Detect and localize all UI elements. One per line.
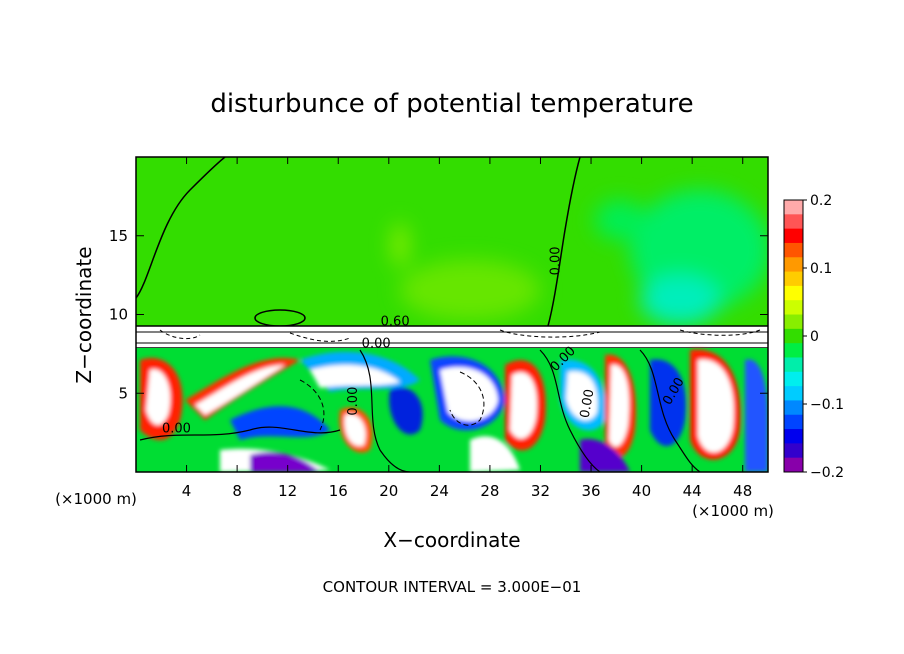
x-tick-label: 4: [182, 482, 192, 500]
contour-label: 0.00: [346, 387, 361, 416]
y-tick-label: 10: [109, 306, 128, 324]
colorbar-swatch: [784, 328, 803, 344]
x-tick-label: 40: [632, 482, 651, 500]
x-tick-label: 12: [278, 482, 297, 500]
contour-upper-right: [547, 157, 581, 327]
contour-label: 0.60: [381, 315, 410, 330]
x-unit-label-right: (×1000 m): [692, 502, 774, 520]
x-tick-label: 28: [480, 482, 499, 500]
chart-title: disturbunce of potential temperature: [210, 89, 693, 119]
colorbar-swatch: [784, 400, 803, 416]
contour-interval-footer: CONTOUR INTERVAL = 3.000E−01: [323, 578, 582, 596]
colorbar-swatch: [784, 357, 803, 373]
colorbar-swatch: [784, 371, 803, 387]
colorbar-swatch: [784, 257, 803, 273]
colorbar-swatches: [784, 200, 803, 473]
colorbar-swatch: [784, 271, 803, 287]
x-tick-label: 16: [329, 482, 348, 500]
colorbar-swatch: [784, 242, 803, 258]
contour-lower-2: [359, 349, 411, 472]
colorbar-tick-label: −0.1: [810, 397, 844, 413]
x-unit-label-left: (×1000 m): [55, 490, 137, 508]
x-tick-label: 20: [379, 482, 398, 500]
colorbar-swatch: [784, 429, 803, 444]
y-tick-label: 5: [118, 384, 128, 402]
colorbar-tick-label: −0.2: [810, 465, 844, 481]
upper-field-shading: [392, 190, 768, 325]
contour-upper-left: [136, 157, 226, 299]
x-tick-label: 32: [531, 482, 550, 500]
colorbar-swatch: [784, 314, 803, 330]
inversion-band: [136, 325, 768, 349]
contour-label: 0.00: [578, 388, 598, 419]
plot-area: 0.000.600.00 0.000.00 0.00 0.000.00: [136, 157, 768, 472]
colorbar-tick-label: 0.2: [810, 193, 832, 209]
colorbar-tick-label: 0: [810, 329, 819, 345]
colorbar-swatch: [784, 457, 803, 473]
contour-lower-4: [539, 349, 601, 472]
y-axis-label: Z−coordinate: [72, 246, 96, 383]
colorbar-ticks: 0.2 0.1 0 −0.1 −0.2: [803, 193, 844, 481]
colorbar-swatch: [784, 443, 803, 459]
x-axis-ticks: 4 8 12 16 20 24 28 32 36 40 44 48: [182, 157, 752, 500]
x-tick-label: 24: [430, 482, 449, 500]
colorbar-tick-label: 0.1: [810, 261, 832, 277]
colorbar: 0.2 0.1 0 −0.1 −0.2: [783, 193, 844, 481]
x-axis-label: X−coordinate: [383, 528, 520, 552]
contour-label: 0.00: [548, 246, 563, 275]
colorbar-swatch: [784, 285, 803, 301]
x-tick-label: 44: [683, 482, 702, 500]
colorbar-swatch: [784, 200, 803, 215]
colorbar-swatch: [784, 343, 803, 358]
colorbar-swatch: [784, 300, 803, 316]
colorbar-swatch: [784, 386, 803, 401]
lower-field: [136, 348, 768, 472]
lower-field-shading: [140, 349, 768, 472]
colorbar-swatch: [784, 414, 803, 430]
contour-lower-5: [639, 349, 701, 472]
y-tick-label: 15: [109, 227, 128, 245]
x-tick-label: 36: [581, 482, 600, 500]
contour-lower-1: [139, 426, 341, 441]
colorbar-swatch: [784, 214, 803, 230]
x-tick-label: 48: [733, 482, 752, 500]
contour-label: 0.00: [362, 337, 391, 352]
y-axis-ticks: 5 10 15: [109, 227, 768, 402]
colorbar-swatch: [784, 228, 803, 244]
contour-lower-3: [449, 371, 485, 426]
contour-label: 0.00: [162, 422, 191, 437]
x-tick-label: 8: [232, 482, 242, 500]
